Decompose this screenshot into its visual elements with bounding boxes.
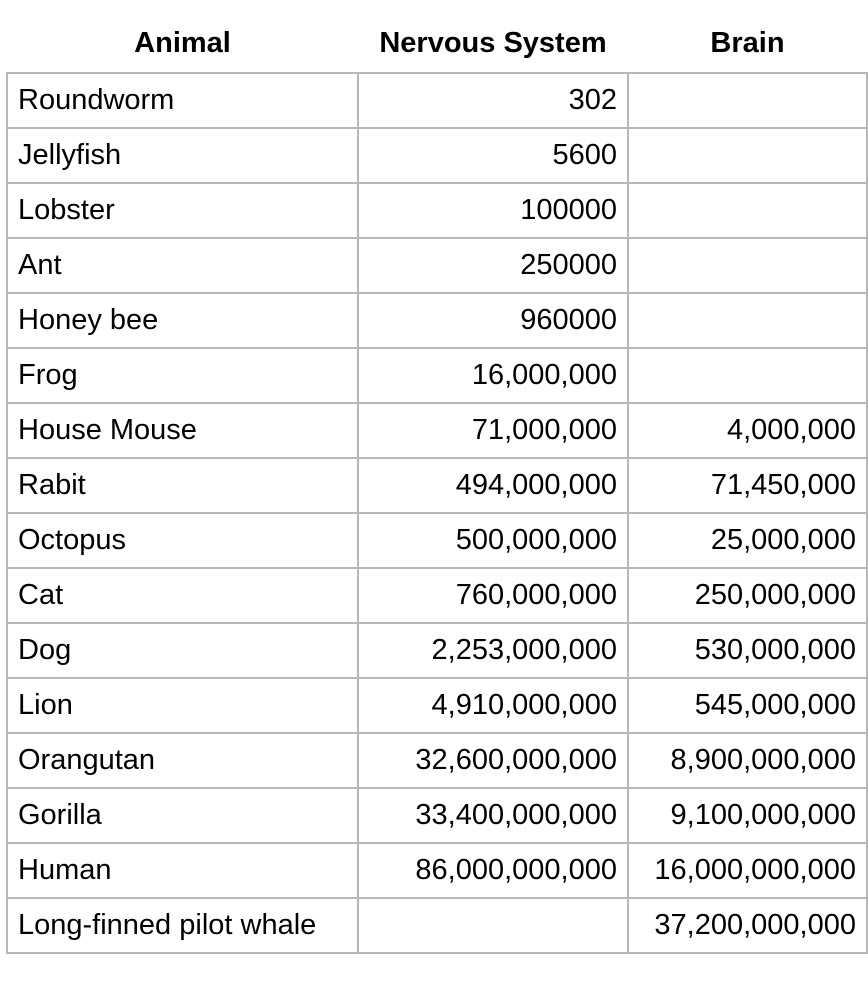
cell-animal: Human (6, 842, 359, 899)
table-row: Gorilla 33,400,000,000 9,100,000,000 (6, 787, 868, 844)
cell-nervous-system (357, 897, 629, 954)
cell-nervous-system: 100000 (357, 182, 629, 239)
cell-nervous-system: 500,000,000 (357, 512, 629, 569)
cell-brain (627, 127, 868, 184)
cell-animal: Frog (6, 347, 359, 404)
cell-brain: 530,000,000 (627, 622, 868, 679)
cell-nervous-system: 760,000,000 (357, 567, 629, 624)
cell-animal: Ant (6, 237, 359, 294)
cell-nervous-system: 32,600,000,000 (357, 732, 629, 789)
cell-nervous-system: 2,253,000,000 (357, 622, 629, 679)
cell-nervous-system: 960000 (357, 292, 629, 349)
table-row: Jellyfish 5600 (6, 127, 868, 184)
table-row: Human 86,000,000,000 16,000,000,000 (6, 842, 868, 899)
cell-brain (627, 72, 868, 129)
cell-animal: Honey bee (6, 292, 359, 349)
cell-brain: 71,450,000 (627, 457, 868, 514)
table-row: Octopus 500,000,000 25,000,000 (6, 512, 868, 569)
table-row: House Mouse 71,000,000 4,000,000 (6, 402, 868, 459)
table-row: Honey bee 960000 (6, 292, 868, 349)
cell-brain: 250,000,000 (627, 567, 868, 624)
cell-animal: Rabit (6, 457, 359, 514)
cell-nervous-system: 33,400,000,000 (357, 787, 629, 844)
cell-nervous-system: 71,000,000 (357, 402, 629, 459)
table-row: Roundworm 302 (6, 72, 868, 129)
cell-brain: 8,900,000,000 (627, 732, 868, 789)
header-animal: Animal (134, 26, 231, 59)
neuron-count-table: Animal Nervous System Brain Roundworm 302… (6, 14, 868, 954)
header-nervous-system: Nervous System (379, 26, 607, 59)
cell-brain: 4,000,000 (627, 402, 868, 459)
cell-animal: House Mouse (6, 402, 359, 459)
cell-animal: Lion (6, 677, 359, 734)
cell-nervous-system: 86,000,000,000 (357, 842, 629, 899)
table-row: Lion 4,910,000,000 545,000,000 (6, 677, 868, 734)
cell-nervous-system: 250000 (357, 237, 629, 294)
cell-brain: 9,100,000,000 (627, 787, 868, 844)
cell-nervous-system: 302 (357, 72, 629, 129)
cell-nervous-system: 5600 (357, 127, 629, 184)
table-row: Lobster 100000 (6, 182, 868, 239)
cell-brain (627, 292, 868, 349)
cell-brain: 37,200,000,000 (627, 897, 868, 954)
cell-brain: 25,000,000 (627, 512, 868, 569)
cell-brain: 545,000,000 (627, 677, 868, 734)
cell-brain (627, 237, 868, 294)
cell-animal: Jellyfish (6, 127, 359, 184)
table-body: Roundworm 302 Jellyfish 5600 Lobster 100000 An… (6, 72, 868, 954)
table-row: Dog 2,253,000,000 530,000,000 (6, 622, 868, 679)
cell-animal: Dog (6, 622, 359, 679)
cell-animal: Octopus (6, 512, 359, 569)
cell-brain: 16,000,000,000 (627, 842, 868, 899)
cell-brain (627, 182, 868, 239)
header-brain: Brain (710, 26, 785, 59)
cell-nervous-system: 494,000,000 (357, 457, 629, 514)
cell-brain (627, 347, 868, 404)
table-row: Cat 760,000,000 250,000,000 (6, 567, 868, 624)
table-row: Long-finned pilot whale 37,200,000,000 (6, 897, 868, 954)
cell-animal: Long-finned pilot whale (6, 897, 359, 954)
cell-animal: Orangutan (6, 732, 359, 789)
table-row: Frog 16,000,000 (6, 347, 868, 404)
table-row: Ant 250000 (6, 237, 868, 294)
cell-animal: Lobster (6, 182, 359, 239)
neuron-table-container: Animal Nervous System Brain Roundworm 302… (6, 14, 868, 954)
table-row: Orangutan 32,600,000,000 8,900,000,000 (6, 732, 868, 789)
cell-nervous-system: 16,000,000 (357, 347, 629, 404)
cell-nervous-system: 4,910,000,000 (357, 677, 629, 734)
cell-animal: Roundworm (6, 72, 359, 129)
header-row: Animal Nervous System Brain (7, 14, 867, 73)
cell-animal: Gorilla (6, 787, 359, 844)
table-row: Rabit 494,000,000 71,450,000 (6, 457, 868, 514)
cell-animal: Cat (6, 567, 359, 624)
